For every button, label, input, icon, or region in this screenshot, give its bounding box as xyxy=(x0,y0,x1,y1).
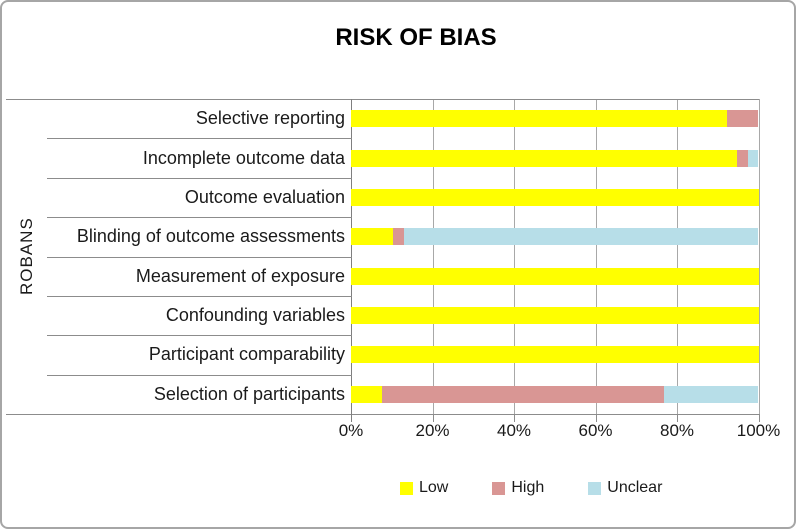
category-label: Incomplete outcome data xyxy=(142,147,345,168)
bar-segment-low xyxy=(351,385,383,403)
bar-segment-high xyxy=(382,385,665,403)
x-tick-label: 0% xyxy=(338,421,364,440)
chart-title: RISK OF BIAS xyxy=(335,24,497,51)
gridline xyxy=(677,99,678,414)
category-label: Participant comparability xyxy=(148,344,345,365)
bar-segment-low xyxy=(351,188,759,206)
x-tick-label: 40% xyxy=(496,421,532,440)
legend-swatch-unclear xyxy=(588,481,602,495)
axis-tick xyxy=(595,414,597,422)
gridline xyxy=(595,99,597,414)
category-separator xyxy=(47,177,352,179)
bar-segment-low xyxy=(351,307,759,325)
legend-label: Low xyxy=(419,479,449,496)
legend-label: High xyxy=(511,479,545,496)
bar-segment-low xyxy=(351,346,759,364)
gridline xyxy=(432,99,434,414)
bar-outcome-evaluation xyxy=(351,188,759,206)
axis-tick xyxy=(677,414,678,422)
category-separator xyxy=(47,295,352,297)
gridline xyxy=(758,99,760,414)
legend: Low High Unclear xyxy=(400,479,662,497)
bar-participant-comparability xyxy=(351,346,759,364)
bar-measurement-of-exposure xyxy=(351,267,759,285)
bar-segment-low xyxy=(351,267,759,285)
gridline xyxy=(514,99,515,414)
x-axis-line xyxy=(6,414,759,415)
bar-segment-low xyxy=(351,110,728,128)
category-separator xyxy=(47,374,352,376)
bar-incomplete-outcome-data xyxy=(351,149,759,167)
bar-segment-unclear xyxy=(664,385,759,403)
bar-blinding-of-outcome-assessments xyxy=(351,228,759,246)
legend-item-unclear: Unclear xyxy=(588,479,662,497)
legend-item-high: High xyxy=(492,479,544,497)
x-tick-label: 80% xyxy=(659,421,695,440)
category-label: Selective reporting xyxy=(195,108,345,129)
bar-segment-high xyxy=(737,149,748,167)
bar-segment-high xyxy=(392,228,404,246)
bar-segment-low xyxy=(351,149,738,167)
legend-item-low: Low xyxy=(400,479,448,497)
bar-selection-of-participants xyxy=(351,385,759,403)
bar-selective-reporting xyxy=(351,110,759,128)
bar-segment-high xyxy=(727,110,759,128)
category-label: Confounding variables xyxy=(165,305,345,326)
bar-segment-unclear xyxy=(747,149,759,167)
category-separator xyxy=(47,256,352,258)
bar-segment-low xyxy=(351,228,393,246)
y-axis-line xyxy=(351,99,352,422)
category-separator xyxy=(47,138,352,140)
y-axis-group-label: ROBANS xyxy=(17,217,36,296)
category-label: Measurement of exposure xyxy=(135,265,345,286)
category-separator xyxy=(47,335,352,337)
category-separator xyxy=(47,217,352,219)
x-tick-label: 20% xyxy=(415,421,450,440)
legend-swatch-high xyxy=(492,481,506,495)
legend-swatch-low xyxy=(400,481,413,495)
x-tick-label: 100% xyxy=(736,421,781,440)
axis-tick xyxy=(758,414,760,422)
axis-tick xyxy=(432,414,434,422)
bar-segment-unclear xyxy=(403,228,759,246)
category-label: Blinding of outcome assessments xyxy=(76,226,345,247)
x-tick-label: 60% xyxy=(578,421,613,440)
bar-confounding-variables xyxy=(351,307,759,325)
category-label: Selection of participants xyxy=(153,383,345,404)
plot-top-line xyxy=(6,99,759,100)
category-label: Outcome evaluation xyxy=(184,186,345,207)
axis-tick xyxy=(514,414,515,422)
legend-label: Unclear xyxy=(607,479,663,496)
